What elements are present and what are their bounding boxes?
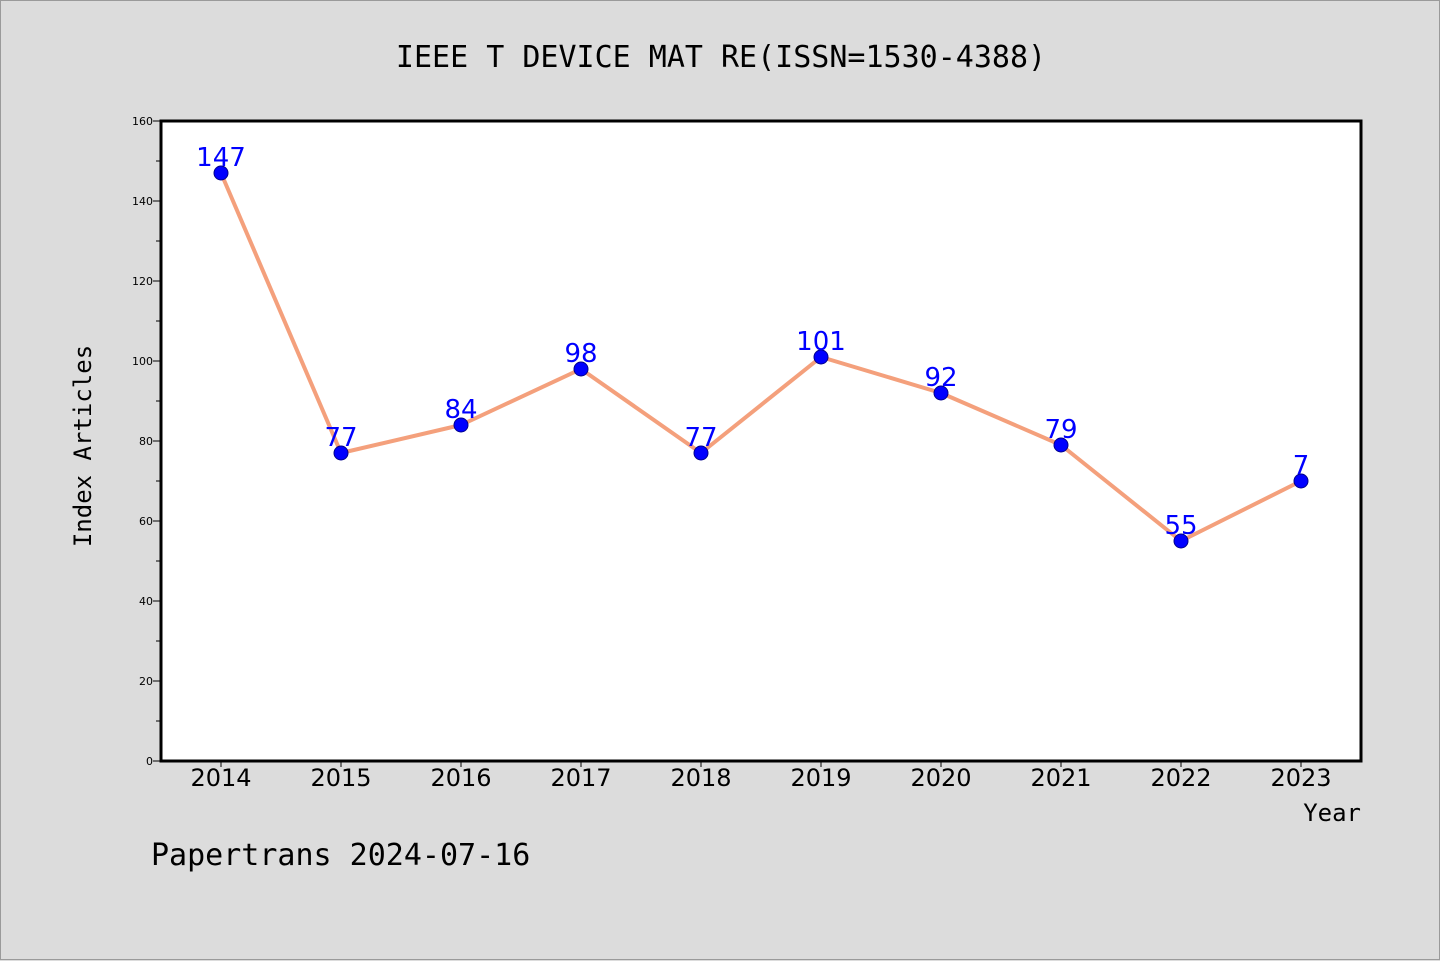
data-point-label: 84 xyxy=(444,395,477,425)
y-tick-label: 120 xyxy=(132,275,153,288)
data-point-marker xyxy=(453,417,469,433)
x-tick-label: 2018 xyxy=(670,764,731,792)
x-axis-title: Year xyxy=(1303,799,1361,827)
y-axis-title: Index Articles xyxy=(69,345,97,547)
y-tick-label: 160 xyxy=(132,115,153,128)
y-tick-label: 60 xyxy=(139,515,153,528)
x-tick-label: 2016 xyxy=(430,764,491,792)
data-point-label: 77 xyxy=(324,423,357,453)
x-tick-label: 2019 xyxy=(790,764,851,792)
footer-credit: Papertrans 2024-07-16 xyxy=(151,838,530,873)
y-tick-label: 40 xyxy=(139,595,153,608)
y-tick-label: 140 xyxy=(132,195,153,208)
data-point-label: 147 xyxy=(196,143,246,173)
y-tick-label: 0 xyxy=(146,755,153,768)
y-tick-label: 20 xyxy=(139,675,153,688)
x-tick-label: 2017 xyxy=(550,764,611,792)
data-point-label: 98 xyxy=(564,339,597,369)
series-line xyxy=(219,172,1302,543)
data-point-marker xyxy=(213,165,229,181)
y-tick-label: 80 xyxy=(139,435,153,448)
x-axis-ticks: 2014 2015 2016 2017 2018 2019 2020 2021 2022 2023 xyxy=(190,761,1332,792)
data-point-marker xyxy=(333,445,349,461)
data-point-marker xyxy=(573,361,589,377)
x-tick-label: 2023 xyxy=(1270,764,1331,792)
data-point-marker xyxy=(1173,533,1189,549)
data-point-marker xyxy=(1293,473,1309,489)
chart-title: IEEE T DEVICE MAT RE(ISSN=1530-4388) xyxy=(396,40,1046,75)
data-point-label: 101 xyxy=(796,327,846,357)
data-point-label: 7 xyxy=(1293,451,1310,481)
data-point-marker xyxy=(1053,437,1069,453)
x-tick-label: 2015 xyxy=(310,764,371,792)
x-tick-label: 2020 xyxy=(910,764,971,792)
data-point-label: 55 xyxy=(1164,511,1197,541)
data-point-marker xyxy=(693,445,709,461)
y-axis-ticks: 0 20 40 60 80 100 120 140 160 xyxy=(132,115,161,768)
data-point-marker xyxy=(813,349,829,365)
x-tick-label: 2022 xyxy=(1150,764,1211,792)
data-point-label: 92 xyxy=(924,363,957,393)
data-series: 147 77 84 98 77 101 92 79 55 7 xyxy=(196,143,1310,549)
data-point-label: 79 xyxy=(1044,415,1077,445)
plot-area xyxy=(159,119,1363,763)
y-tick-label: 100 xyxy=(132,355,153,368)
data-point-label: 77 xyxy=(684,423,717,453)
x-tick-label: 2014 xyxy=(190,764,251,792)
data-point-marker xyxy=(933,385,949,401)
x-tick-label: 2021 xyxy=(1030,764,1091,792)
